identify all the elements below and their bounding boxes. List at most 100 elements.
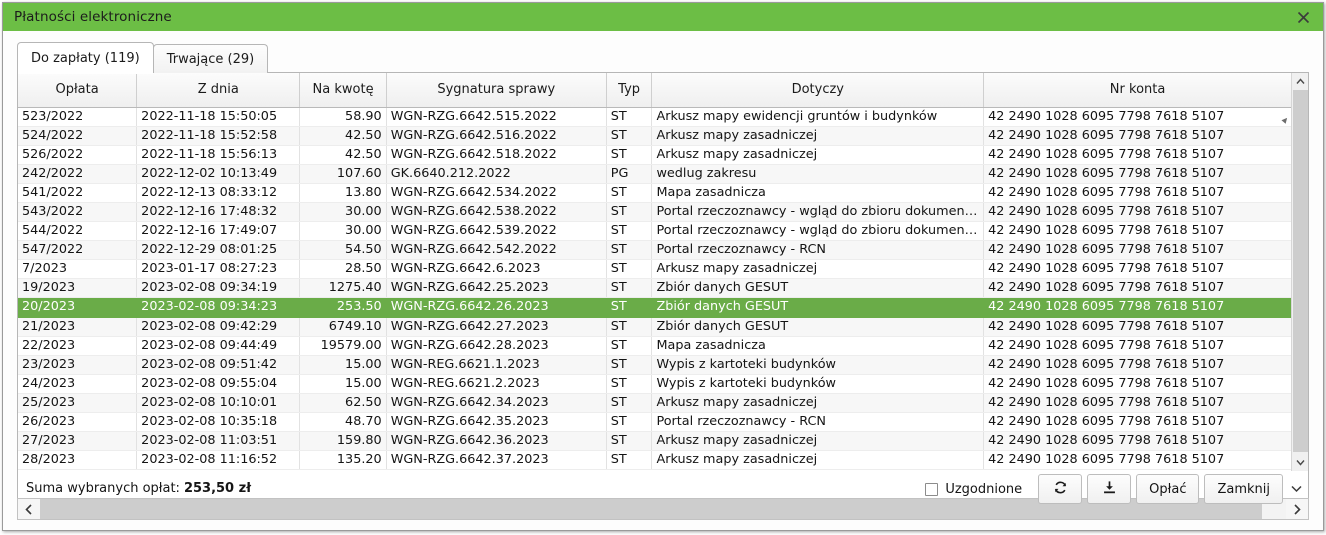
horizontal-scrollbar[interactable] [17,498,1309,520]
cell-oplata: 541/2022 [18,183,138,203]
cell-nr-konta: 42 2490 1028 6095 7798 7618 5107 [983,412,1291,433]
close-button-label: Zamknij [1217,481,1270,497]
table-row[interactable]: 26/2023 2023-02-08 10:35:18 48.70 WGN-RZG.6… [18,412,1291,433]
column-header-dotyczy[interactable]: Dotyczy [651,73,985,108]
tab-label: Trwające (29) [166,51,255,67]
cell-typ: ST [606,259,653,280]
table-row[interactable]: 543/2022 2022-12-16 17:48:32 30.00 WGN-RZG.… [18,202,1291,223]
uzgodnione-checkbox[interactable]: Uzgodnione [925,482,1022,497]
checkbox-box-icon[interactable] [925,482,939,496]
chevron-right-icon[interactable] [1286,499,1308,519]
cell-oplata: 19/2023 [18,278,138,299]
table-row[interactable]: 7/2023 2023-01-17 08:27:23 28.50 WGN-RZG.66… [18,259,1291,280]
cell-dotyczy: Portal rzeczoznawcy - wgląd do zbioru do… [651,221,985,242]
summary-amount: 253,50 zł [183,480,252,496]
cell-nr-konta: 42 2490 1028 6095 7798 7618 5107 [983,240,1291,261]
vertical-scrollbar-thumb[interactable] [1293,90,1308,452]
window-title: Płatności elektroniczne [14,9,172,25]
vertical-scrollbar[interactable] [1291,73,1308,471]
cell-oplata: 22/2023 [18,336,138,356]
table-body: 523/2022 2022-11-18 15:50:05 58.90 WGN-RZG.… [18,107,1291,471]
pay-button[interactable]: Opłać [1136,474,1200,504]
cell-typ: ST [606,145,653,165]
refresh-button[interactable] [1038,474,1083,504]
table-row[interactable]: 24/2023 2023-02-08 09:55:04 15.00 WGN-REG.6… [18,374,1291,394]
tab-strip: Do zapłaty (119) Trwające (29) [17,41,269,74]
tab-do-zaplaty[interactable]: Do zapłaty (119) [17,42,154,74]
column-header-na-kwote[interactable]: Na kwotę [299,73,387,108]
cell-oplata: 242/2022 [18,164,138,184]
column-header-z-dnia[interactable]: Z dnia [136,73,301,108]
table-head: Opłata Z dnia Na kwotę Sygnatura sprawy … [18,73,1291,108]
table-row[interactable]: 547/2022 2022-12-29 08:01:25 54.50 WGN-RZG.… [18,240,1291,261]
cell-typ: PG [606,164,653,184]
chevron-left-icon[interactable] [18,499,40,519]
horizontal-scrollbar-thumb[interactable] [40,499,1262,519]
cell-z-dnia: 2022-11-18 15:52:58 [136,126,301,146]
cell-nr-konta: 42 2490 1028 6095 7798 7618 5107 [983,107,1291,127]
column-header-typ[interactable]: Typ [606,73,653,108]
cell-dotyczy: Wypis z kartoteki budynków [651,374,985,394]
chevron-up-icon[interactable] [1292,73,1308,90]
cell-typ: ST [606,355,653,375]
cell-dotyczy: Arkusz mapy zasadniczej [651,145,985,165]
cell-sygnatura: WGN-RZG.6642.534.2022 [386,183,607,203]
table-row[interactable]: 524/2022 2022-11-18 15:52:58 42.50 WGN-RZG.… [18,126,1291,146]
cell-typ: ST [606,202,653,223]
cell-nr-konta: 42 2490 1028 6095 7798 7618 5107 [983,431,1291,452]
cell-oplata: 543/2022 [18,202,138,223]
table-row[interactable]: 20/2023 2023-02-08 09:34:23 253.50 WGN-RZG.… [18,297,1291,318]
cell-dotyczy: Mapa zasadnicza [651,183,985,203]
table-row[interactable]: 28/2023 2023-02-08 11:16:52 135.20 WGN-RZG.… [18,450,1291,471]
cell-z-dnia: 2023-02-08 10:35:18 [136,412,301,433]
table-row[interactable]: 21/2023 2023-02-08 09:42:29 6749.10 WGN-RZG… [18,317,1291,337]
cell-dotyczy: Mapa zasadnicza [651,336,985,356]
cell-sygnatura: WGN-RZG.6642.6.2023 [386,259,607,280]
cell-typ: ST [606,240,653,261]
column-header-sygnatura[interactable]: Sygnatura sprawy [386,73,607,108]
cell-z-dnia: 2022-12-16 17:49:07 [136,221,301,242]
cell-nr-konta: 42 2490 1028 6095 7798 7618 5107 [983,336,1291,356]
tab-trwajace[interactable]: Trwające (29) [152,44,269,73]
close-button[interactable]: Zamknij [1204,474,1283,504]
cell-kwota: 30.00 [299,202,387,223]
payments-grid-scroll[interactable]: Opłata Z dnia Na kwotę Sygnatura sprawy … [18,73,1291,471]
horizontal-scrollbar-track[interactable] [40,499,1286,519]
cell-nr-konta: 42 2490 1028 6095 7798 7618 5107 [983,164,1291,184]
cell-sygnatura: WGN-RZG.6642.25.2023 [386,278,607,299]
cell-nr-konta: 42 2490 1028 6095 7798 7618 5107 [983,297,1291,318]
table-row[interactable]: 242/2022 2022-12-02 10:13:49 107.60 GK.6640… [18,164,1291,184]
chevron-down-icon[interactable] [1292,454,1308,471]
table-row[interactable]: 526/2022 2022-11-18 15:56:13 42.50 WGN-RZG.… [18,145,1291,165]
cell-sygnatura: WGN-RZG.6642.36.2023 [386,431,607,452]
cell-z-dnia: 2023-02-08 09:42:29 [136,317,301,337]
table-row[interactable]: 544/2022 2022-12-16 17:49:07 30.00 WGN-RZG.… [18,221,1291,242]
cell-typ: ST [606,431,653,452]
table-row[interactable]: 27/2023 2023-02-08 11:03:51 159.80 WGN-RZG.… [18,431,1291,452]
close-icon[interactable] [1283,3,1323,31]
table-row[interactable]: 22/2023 2023-02-08 09:44:49 19579.00 WGN-RZ… [18,336,1291,356]
cell-typ: ST [606,393,653,414]
cell-z-dnia: 2022-11-18 15:56:13 [136,145,301,165]
column-header-nr-konta[interactable]: Nr konta [983,73,1291,108]
cell-sygnatura: WGN-RZG.6642.35.2023 [386,412,607,433]
table-row[interactable]: 23/2023 2023-02-08 09:51:42 15.00 WGN-REG.6… [18,355,1291,375]
chevron-down-icon[interactable] [1285,474,1307,504]
table-row[interactable]: 25/2023 2023-02-08 10:10:01 62.50 WGN-RZG.6… [18,393,1291,414]
column-header-oplata[interactable]: Opłata [18,73,138,108]
table-row[interactable]: 19/2023 2023-02-08 09:34:19 1275.40 WGN-RZG… [18,278,1291,299]
cell-kwota: 42.50 [299,126,387,146]
table-row[interactable]: 541/2022 2022-12-13 08:33:12 13.80 WGN-RZG.… [18,183,1291,203]
cell-z-dnia: 2022-12-29 08:01:25 [136,240,301,261]
table-row[interactable]: 523/2022 2022-11-18 15:50:05 58.90 WGN-RZG.… [18,107,1291,127]
cell-kwota: 13.80 [299,183,387,203]
cell-z-dnia: 2022-11-18 15:50:05 [136,107,301,127]
cell-sygnatura: WGN-RZG.6642.538.2022 [386,202,607,223]
cell-oplata: 28/2023 [18,450,138,471]
refresh-icon [1053,480,1068,499]
download-button[interactable] [1087,474,1132,504]
cell-oplata: 25/2023 [18,393,138,414]
cell-sygnatura: WGN-RZG.6642.26.2023 [386,297,607,318]
cell-dotyczy: Portal rzeczoznawcy - wgląd do zbioru do… [651,202,985,223]
